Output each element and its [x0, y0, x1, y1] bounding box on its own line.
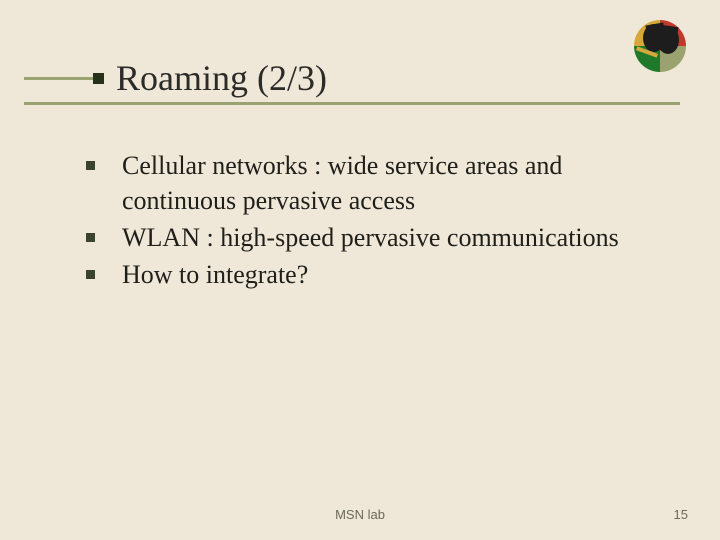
- bullet-list: Cellular networks : wide service areas a…: [86, 148, 666, 294]
- bullet-item: Cellular networks : wide service areas a…: [86, 148, 666, 218]
- title-rule-short: [24, 77, 94, 80]
- title-underline: [24, 102, 680, 105]
- bullet-item: WLAN : high-speed pervasive communicatio…: [86, 220, 666, 255]
- slide-title: Roaming (2/3): [116, 60, 327, 96]
- title-rule: Roaming (2/3): [24, 60, 680, 96]
- title-block: Roaming (2/3): [24, 60, 680, 105]
- footer-label: MSN lab: [335, 507, 385, 522]
- bullet-item: How to integrate?: [86, 257, 666, 292]
- title-rule-square-icon: [93, 73, 104, 84]
- page-number: 15: [674, 507, 688, 522]
